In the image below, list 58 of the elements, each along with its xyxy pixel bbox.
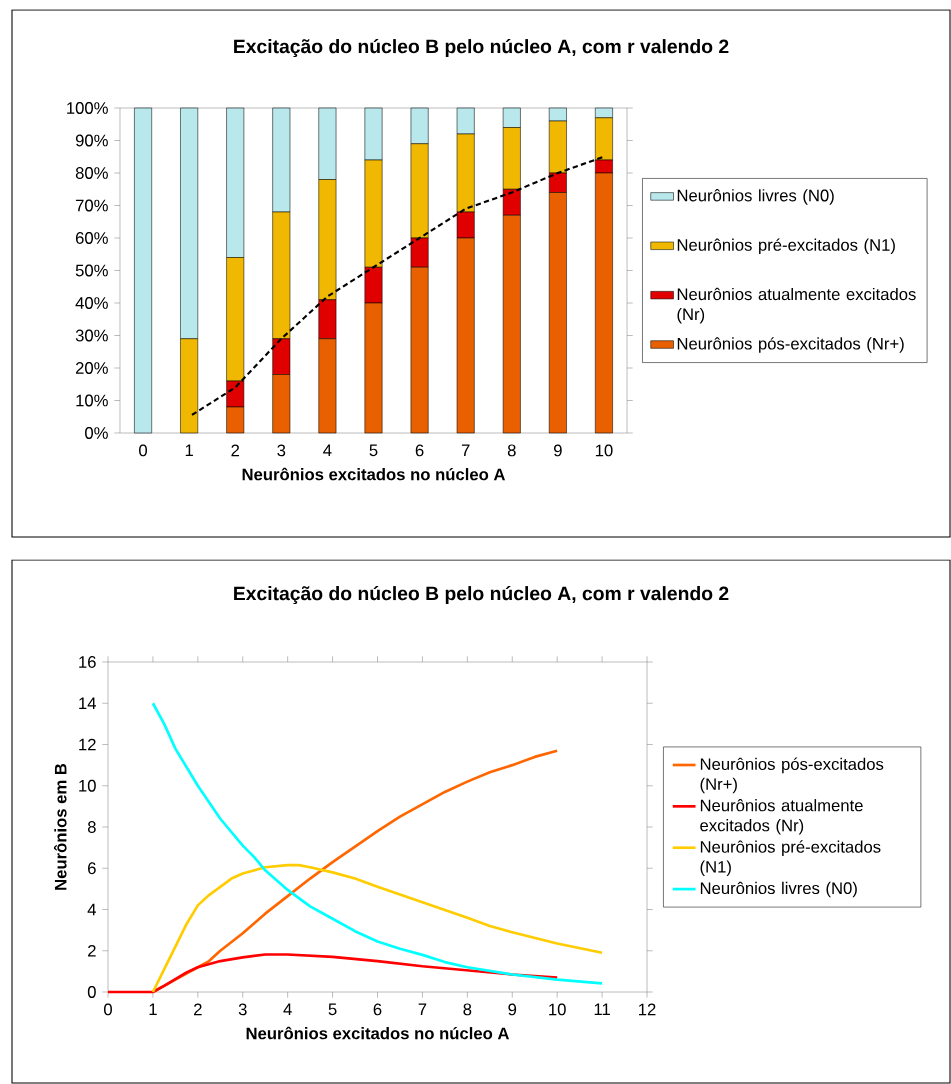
x-axis-title: Neurônios excitados no núcleo A — [246, 1026, 510, 1040]
y-tick-label: 0% — [85, 427, 108, 439]
legend-label: Neurônios pré-excitados (N1) — [677, 238, 895, 255]
legend-label: Neurônios livres (N0) — [677, 189, 834, 205]
y-tick-label: 6 — [88, 862, 96, 875]
x-tick-label: 4 — [323, 444, 332, 456]
x-tick-label: 9 — [554, 444, 562, 457]
x-tick-label: 4 — [283, 1003, 292, 1015]
x-tick-label: 5 — [328, 1003, 337, 1016]
x-tick-label: 7 — [418, 1003, 427, 1015]
y-tick-label: 2 — [88, 944, 96, 957]
x-tick-label: 10 — [595, 444, 613, 457]
y-tick-label: 60% — [75, 232, 108, 244]
y-tick-label: 14 — [79, 697, 96, 709]
y-tick-label: 70% — [75, 199, 108, 212]
y-tick-label: 40% — [75, 297, 108, 309]
chart-title: Excitação do núcleo B pelo núcleo A, com r valendo 2 — [234, 585, 729, 605]
legend-label: Neurônios pós-excitados (Nr+) — [700, 757, 884, 794]
x-tick-label: 3 — [277, 444, 286, 457]
x-tick-label: 6 — [373, 1003, 382, 1016]
y-tick-label: 30% — [75, 329, 108, 342]
y-tick-label: 10 — [79, 779, 96, 792]
x-tick-label: 5 — [369, 444, 378, 457]
legend-label: Neurônios pré-excitados (N1) — [700, 840, 881, 877]
y-tick-label: 10% — [76, 394, 108, 407]
x-axis-title: Neurônios excitados no núcleo A — [242, 467, 506, 481]
legend-label: Neurônios pós-excitados (Nr+) — [677, 337, 904, 353]
y-tick-label: 20% — [75, 362, 108, 374]
y-tick-label: 90% — [75, 134, 108, 147]
x-tick-label: 0 — [139, 444, 148, 457]
y-tick-label: 4 — [87, 903, 96, 916]
x-tick-label: 3 — [238, 1003, 247, 1016]
y-tick-label: 50% — [75, 264, 108, 277]
x-tick-label: 8 — [463, 1003, 472, 1016]
x-tick-label: 1 — [149, 1003, 157, 1015]
x-tick-label: 8 — [507, 444, 516, 457]
x-tick-label: 12 — [639, 1003, 656, 1016]
y-tick-label: 0 — [87, 986, 96, 998]
x-tick-label: 2 — [231, 444, 240, 457]
y-tick-label: 16 — [79, 656, 96, 668]
x-tick-label: 1 — [185, 444, 193, 456]
legend-label: Neurônios atualmente excitados (Nr) — [677, 287, 916, 324]
x-tick-label: 11 — [594, 1003, 610, 1015]
legend-label: Neurônios livres (N0) — [700, 881, 857, 898]
x-tick-label: 10 — [549, 1003, 566, 1016]
y-tick-label: 80% — [75, 167, 108, 179]
bar — [134, 107, 152, 434]
line-series — [151, 701, 604, 985]
x-tick-label: 7 — [461, 444, 470, 456]
legend-label: Neurônios atualmente excitados (Nr) — [700, 799, 863, 835]
y-tick-label: 8 — [87, 821, 96, 833]
y-tick-label: 12 — [79, 738, 96, 751]
x-tick-label: 2 — [194, 1003, 202, 1016]
x-tick-label: 9 — [508, 1003, 517, 1016]
x-tick-label: 6 — [415, 444, 424, 457]
chart-title: Excitação do núcleo B pelo núcleo A, com r valendo 2 — [234, 38, 729, 58]
y-tick-label: 100% — [67, 102, 108, 114]
y-axis-title: Neurônios em B — [53, 763, 67, 890]
